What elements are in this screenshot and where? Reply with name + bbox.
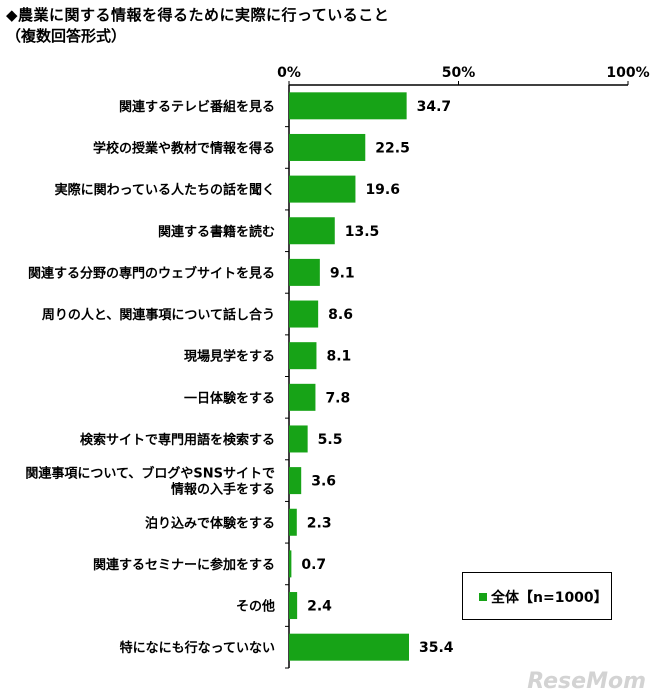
- value-label: 2.3: [307, 515, 332, 531]
- legend: 全体【n=1000】: [462, 572, 612, 620]
- bar: [289, 92, 407, 120]
- category-label: 関連事項について、ブログやSNSサイトで情報の入手をする: [25, 466, 275, 498]
- value-label: 7.8: [325, 390, 350, 406]
- bar: [289, 425, 308, 453]
- bar: [289, 342, 317, 370]
- x-tick-label: 0%: [277, 65, 301, 81]
- category-label: 実際に関わっている人たちの話を聞く: [55, 182, 275, 198]
- watermark-logo: ReseMom: [527, 669, 646, 694]
- value-label: 2.4: [307, 599, 332, 615]
- value-label: 0.7: [301, 557, 326, 573]
- value-label: 5.5: [318, 432, 343, 448]
- category-label: 現場見学をする: [184, 349, 275, 365]
- category-label: 泊り込みで体験をする: [145, 515, 275, 531]
- bar: [289, 133, 366, 161]
- bar: [289, 633, 410, 661]
- value-label: 8.1: [326, 349, 351, 365]
- legend-swatch: [479, 593, 487, 601]
- bar: [289, 467, 302, 495]
- bar: [289, 217, 335, 245]
- value-label: 19.6: [365, 182, 400, 198]
- legend-label: 全体【n=1000】: [491, 590, 608, 606]
- value-label: 9.1: [330, 265, 355, 281]
- bar: [289, 383, 316, 411]
- category-label: その他: [236, 599, 275, 615]
- bar: [289, 175, 356, 203]
- value-label: 35.4: [419, 640, 454, 656]
- category-label: 関連するテレビ番組を見る: [119, 99, 275, 115]
- category-label: 検索サイトで専門用語を検索する: [80, 432, 275, 448]
- bar: [289, 258, 320, 286]
- bar: [289, 592, 298, 620]
- value-label: 22.5: [375, 140, 410, 156]
- x-tick-label: 50%: [442, 65, 476, 81]
- value-label: 8.6: [328, 307, 353, 323]
- chart-subtitle: （複数回答形式）: [6, 27, 127, 45]
- category-label: 一日体験をする: [184, 390, 275, 406]
- category-label: 特になにも行なっていない: [120, 640, 275, 656]
- category-label: 関連する分野の専門のウェブサイトを見る: [28, 265, 275, 281]
- bar: [289, 508, 297, 536]
- category-label: 関連する書籍を読む: [158, 224, 275, 240]
- bar: [289, 550, 292, 578]
- value-label: 3.6: [311, 474, 336, 490]
- category-label: 周りの人と、関連事項について話し合う: [42, 307, 275, 323]
- bar: [289, 300, 319, 328]
- value-label: 34.7: [417, 99, 452, 115]
- x-tick-label: 100%: [606, 65, 649, 81]
- chart-title: ◆農業に関する情報を得るために実際に行っていること: [6, 6, 390, 24]
- value-label: 13.5: [345, 224, 380, 240]
- category-label: 学校の授業や教材で情報を得る: [93, 140, 275, 156]
- category-label: 関連するセミナーに参加をする: [93, 557, 275, 573]
